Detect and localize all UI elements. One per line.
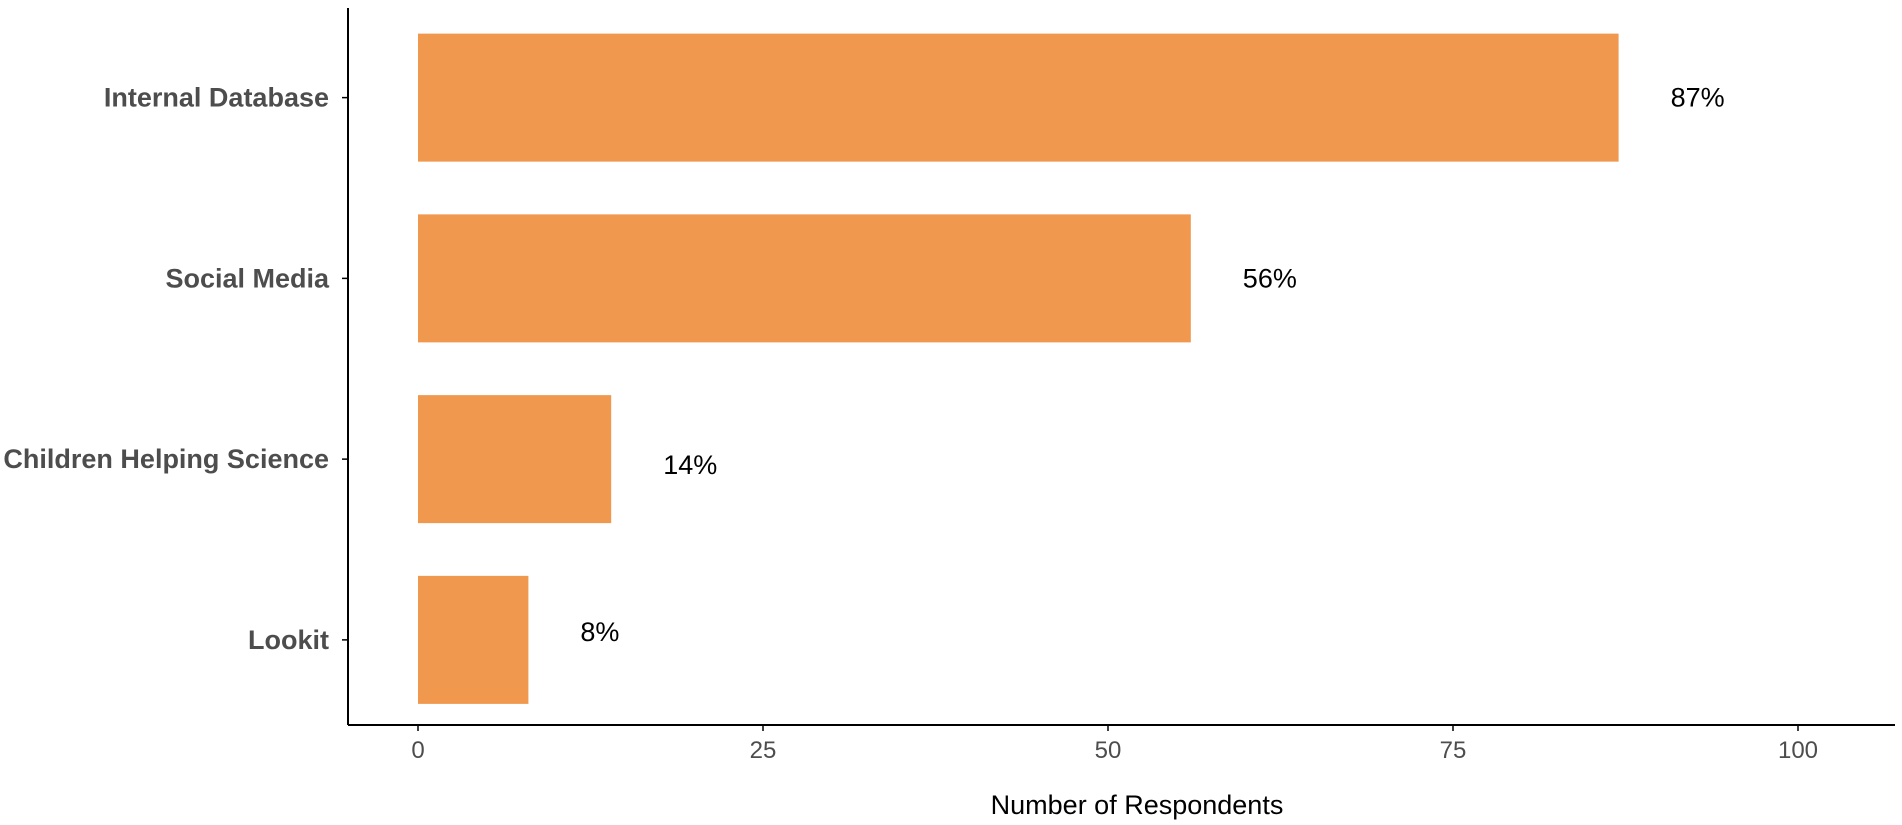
bar-lookit <box>418 575 529 704</box>
x-axis-title: Number of Respondents <box>991 790 1284 820</box>
category-label-lookit: Lookit <box>248 625 329 655</box>
bar-children-helping-science <box>418 395 612 524</box>
data-label-children-helping-science: 14% <box>663 450 717 480</box>
data-label-social-media: 56% <box>1243 263 1297 293</box>
axes-layer <box>342 8 1895 731</box>
x-tick-label-50: 50 <box>1095 737 1122 764</box>
x-tick-label-25: 25 <box>750 737 777 764</box>
category-label-children-helping-science: Children Helping Science <box>3 444 329 474</box>
data-label-lookit: 8% <box>580 617 619 647</box>
bar-social-media <box>418 214 1191 343</box>
x-tick-label-0: 0 <box>411 737 424 764</box>
x-tick-label-75: 75 <box>1440 737 1467 764</box>
bars-layer <box>418 33 1619 704</box>
x-tick-label-100: 100 <box>1778 737 1818 764</box>
labels-layer: Internal Database 87% Social Media 56% Child… <box>3 83 1818 764</box>
category-label-internal-database: Internal Database <box>104 83 329 113</box>
bar-internal-database <box>418 33 1619 162</box>
category-label-social-media: Social Media <box>165 263 330 293</box>
data-label-internal-database: 87% <box>1671 83 1725 113</box>
